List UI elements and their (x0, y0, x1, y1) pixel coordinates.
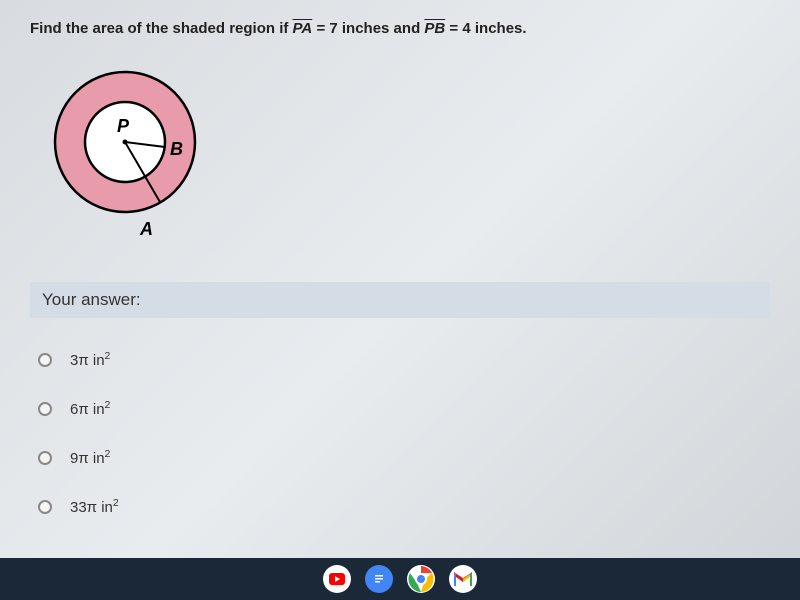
option-1[interactable]: 3π in2 (30, 338, 770, 381)
docs-icon[interactable] (365, 565, 393, 593)
option-3[interactable]: 9π in2 (30, 436, 770, 479)
youtube-icon[interactable] (323, 565, 351, 593)
chrome-icon[interactable] (407, 565, 435, 593)
label-a: A (139, 219, 153, 239)
label-p: P (117, 116, 130, 136)
question-prefix: Find the area of the shaded region if (30, 20, 293, 37)
radio-icon (38, 500, 52, 514)
option-text: 33π in2 (70, 497, 119, 516)
diagram-svg: P B A (50, 67, 220, 242)
option-text: 3π in2 (70, 350, 110, 369)
radio-icon (38, 353, 52, 367)
pa-symbol: PA (293, 20, 313, 37)
taskbar (0, 558, 800, 600)
pb-value: = 4 inches. (449, 20, 526, 37)
option-2[interactable]: 6π in2 (30, 387, 770, 430)
radio-icon (38, 402, 52, 416)
pb-symbol: PB (424, 20, 445, 37)
label-b: B (170, 139, 183, 159)
radio-icon (38, 451, 52, 465)
option-text: 9π in2 (70, 448, 110, 467)
circle-diagram: P B A (50, 67, 770, 247)
center-point (123, 140, 128, 145)
answer-header: Your answer: (30, 282, 770, 318)
option-text: 6π in2 (70, 399, 110, 418)
pa-value: = 7 inches and (316, 20, 424, 37)
option-4[interactable]: 33π in2 (30, 485, 770, 528)
question-text: Find the area of the shaded region if PA… (30, 20, 770, 37)
gmail-icon[interactable] (449, 565, 477, 593)
